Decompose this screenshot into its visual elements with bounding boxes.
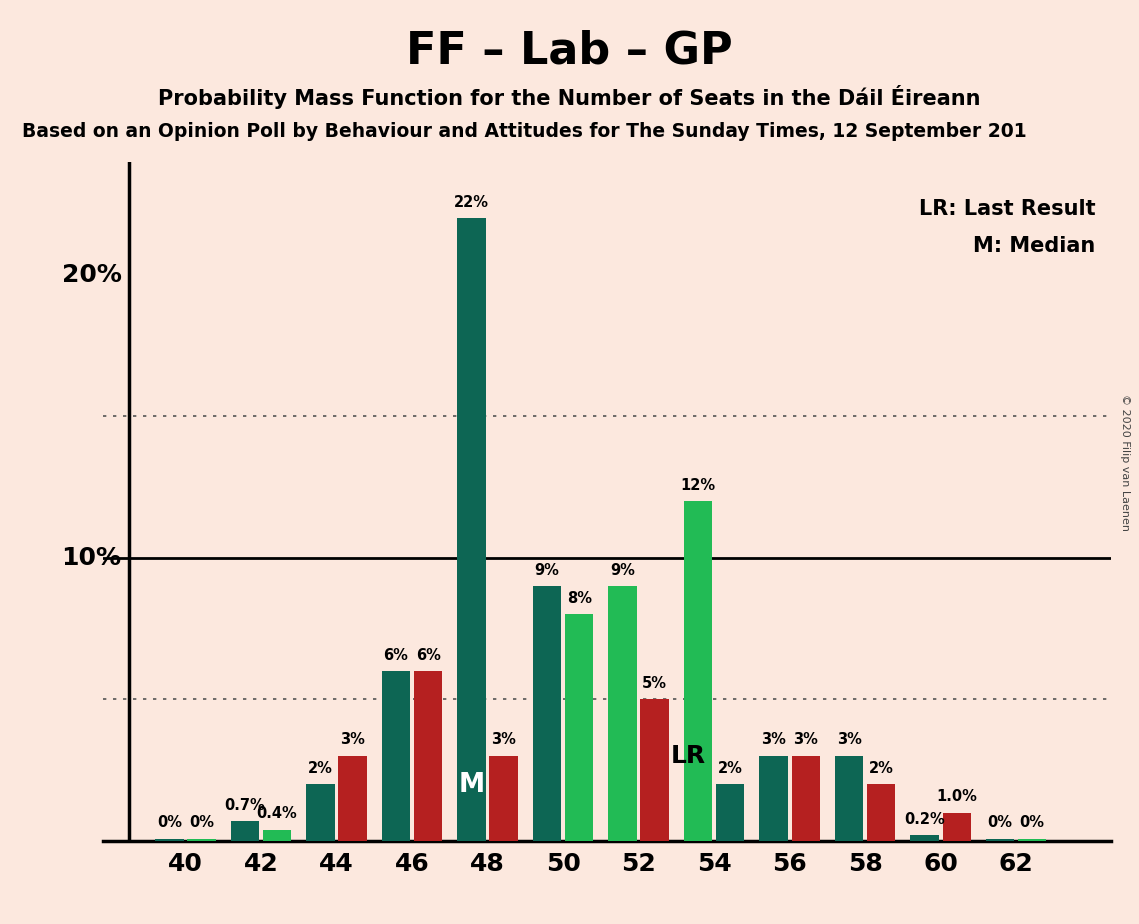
Bar [716, 784, 744, 841]
Text: 3%: 3% [793, 733, 818, 748]
Bar [306, 784, 335, 841]
Text: M: Median: M: Median [973, 237, 1096, 256]
Text: 9%: 9% [534, 563, 559, 578]
Text: 0%: 0% [988, 815, 1013, 830]
Text: 0.2%: 0.2% [904, 811, 945, 827]
Bar [458, 218, 485, 841]
Text: 1.0%: 1.0% [936, 789, 977, 804]
Text: 6%: 6% [384, 648, 409, 663]
Text: 22%: 22% [454, 195, 489, 210]
Bar [490, 756, 518, 841]
Bar [188, 839, 215, 841]
Bar [338, 756, 367, 841]
Text: 0%: 0% [157, 815, 182, 830]
Bar [533, 586, 562, 841]
Bar [792, 756, 820, 841]
Bar [565, 614, 593, 841]
Bar [231, 821, 260, 841]
Text: Probability Mass Function for the Number of Seats in the Dáil Éireann: Probability Mass Function for the Number… [158, 85, 981, 109]
Bar [683, 501, 712, 841]
Text: 8%: 8% [566, 591, 591, 606]
Text: 2%: 2% [718, 760, 743, 776]
Text: M: M [459, 772, 484, 798]
Text: 0.7%: 0.7% [224, 797, 265, 812]
Bar [986, 839, 1014, 841]
Text: Based on an Opinion Poll by Behaviour and Attitudes for The Sunday Times, 12 Sep: Based on an Opinion Poll by Behaviour an… [22, 122, 1026, 141]
Text: 2%: 2% [308, 760, 333, 776]
Bar [1018, 839, 1047, 841]
Text: LR: Last Result: LR: Last Result [919, 199, 1096, 219]
Text: 3%: 3% [491, 733, 516, 748]
Bar [760, 756, 788, 841]
Text: 3%: 3% [341, 733, 366, 748]
Text: © 2020 Filip van Laenen: © 2020 Filip van Laenen [1121, 394, 1130, 530]
Text: 3%: 3% [761, 733, 786, 748]
Bar [943, 812, 970, 841]
Text: 0%: 0% [189, 815, 214, 830]
Bar [867, 784, 895, 841]
Bar [155, 839, 183, 841]
Text: 0%: 0% [1019, 815, 1044, 830]
Bar [413, 671, 442, 841]
Bar [263, 830, 292, 841]
Text: 9%: 9% [611, 563, 636, 578]
Text: 2%: 2% [869, 760, 894, 776]
Bar [608, 586, 637, 841]
Bar [910, 835, 939, 841]
Text: FF – Lab – GP: FF – Lab – GP [407, 30, 732, 73]
Text: 12%: 12% [680, 478, 715, 492]
Bar [382, 671, 410, 841]
Text: 3%: 3% [837, 733, 861, 748]
Text: LR: LR [671, 744, 706, 768]
Text: 20%: 20% [62, 263, 122, 286]
Text: 5%: 5% [642, 675, 667, 691]
Bar [835, 756, 863, 841]
Text: 0.4%: 0.4% [256, 806, 297, 821]
Text: 6%: 6% [416, 648, 441, 663]
Text: 10%: 10% [62, 546, 122, 570]
Bar [640, 699, 669, 841]
